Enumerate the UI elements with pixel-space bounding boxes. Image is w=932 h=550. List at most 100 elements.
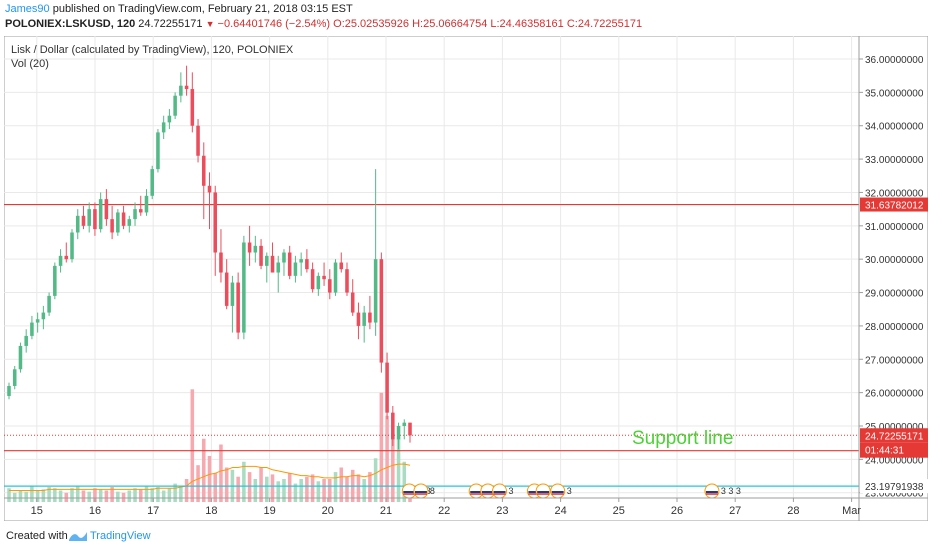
price-tick-label: 28.00000000 [865,322,924,333]
time-tick-label: 24 [554,505,566,517]
candle-body [408,422,412,436]
symbol-label: POLONIEX:LSKUSD, 120 [5,18,136,30]
candle-body [276,262,281,273]
volume-bar [328,479,332,502]
candle-body [156,132,160,170]
time-axis[interactable]: 15 16 17 18 19 20 21 22 23 24 25 26 27 28 Mar [31,498,862,517]
event-marker-icon[interactable] [550,483,566,499]
volume-bar [173,483,177,502]
close-value: C:24.72255171 [566,18,643,30]
candle-body [247,242,252,253]
author-link[interactable]: James90 [5,3,50,15]
candle-body [259,245,263,266]
price-chart[interactable]: 7 383 34324233 3 3 36.0000000035.0000000… [3,35,929,522]
volume-bar [75,485,80,502]
candle-body [356,312,361,326]
down-arrow-icon: ▼ [205,19,215,29]
time-tick-label: 16 [89,505,101,517]
volume-indicator-label[interactable]: Vol (20) [11,58,49,70]
high-value: H:25.06664754 [412,18,488,30]
candle-body [265,255,269,266]
last-price-value: 24.72255171 [138,18,203,30]
volume-bar [179,485,183,502]
candle-body [322,275,326,280]
price-tick-label: 30.00000000 [865,255,924,266]
volume-bar [150,488,154,502]
event-marker-icon[interactable] [535,483,551,499]
candle-body [242,242,246,333]
candle-body [12,369,17,386]
time-tick-label: 18 [205,505,217,517]
time-tick-label: 28 [787,505,799,517]
time-tick-label: 15 [31,505,43,517]
volume-bar [110,487,114,502]
candle-body [350,292,355,313]
volume-bar [276,481,281,502]
event-marker-count: 3 [567,486,572,496]
volume-bar [396,438,401,502]
candle-body [127,219,132,226]
volume-bar [391,433,395,502]
time-tick-label: 22 [438,505,450,517]
volume-bar [47,487,51,502]
chart-frame[interactable]: 7 383 34324233 3 3 36.0000000035.0000000… [3,35,929,522]
volume-bar [293,483,298,502]
event-marker-count: 8 [430,486,435,496]
countdown-tag-text: 01:44:31 [865,445,904,456]
event-markers[interactable]: 7 383 34324233 3 3 [401,483,741,499]
time-tick-label: 23 [496,505,508,517]
candle-body [219,252,223,273]
time-tick-label: 20 [322,505,334,517]
event-marker-icon[interactable] [491,483,507,499]
volume-bar [402,461,407,502]
candle-body [287,252,292,276]
candle-body [133,209,137,220]
volume-bars [7,389,412,502]
volume-bar [18,490,23,502]
event-marker-icon[interactable] [413,483,429,499]
candle-body [7,385,11,396]
candle-body [64,255,69,260]
volume-bar [156,487,160,502]
publish-line: James90 published on TradingView.com, Fe… [5,3,353,15]
volume-bar [144,485,149,502]
candle-body [282,252,286,263]
event-marker-icon[interactable] [468,483,484,499]
candle-body [305,259,309,270]
price-tick-label: 27.00000000 [865,355,924,366]
candle-body [150,169,154,196]
price-tick-label: 32.00000000 [865,188,924,199]
volume-bar [207,456,212,502]
volume-bar [121,492,126,502]
candle-body [41,312,46,320]
candle-body [345,269,349,293]
volume-bar [213,473,218,502]
event-marker-icon[interactable] [704,483,720,499]
volume-bar [104,490,109,502]
candle-body [207,185,212,193]
candle-body [53,265,57,296]
time-tick-label: 19 [263,505,275,517]
price-tick-label: 34.00000000 [865,122,924,133]
volume-bar [299,479,303,502]
volume-bar [167,488,172,502]
volume-bar [316,481,321,502]
quote-line: POLONIEX:LSKUSD, 120 24.72255171 ▼ −0.64… [5,18,642,30]
volume-bar [133,488,137,502]
candle-body [161,122,166,133]
volume-bar [345,476,349,502]
countdown-tag [860,442,928,457]
volume-bar [30,485,34,502]
volume-bar [224,467,229,502]
footer: Created with TradingView [0,521,932,550]
event-marker-count: 3 3 3 [721,486,741,496]
candle-body [333,262,338,293]
volume-bar [282,479,286,502]
candle-body [116,212,120,233]
tradingview-link[interactable]: TradingView [90,530,151,542]
price-axis[interactable]: 36.00000000 35.00000000 34.00000000 33.0000… [859,55,924,500]
price-tag-last-price [860,428,928,443]
price-tag-resistance [860,197,928,212]
volume-bar [7,488,11,502]
candle-body [299,259,303,263]
